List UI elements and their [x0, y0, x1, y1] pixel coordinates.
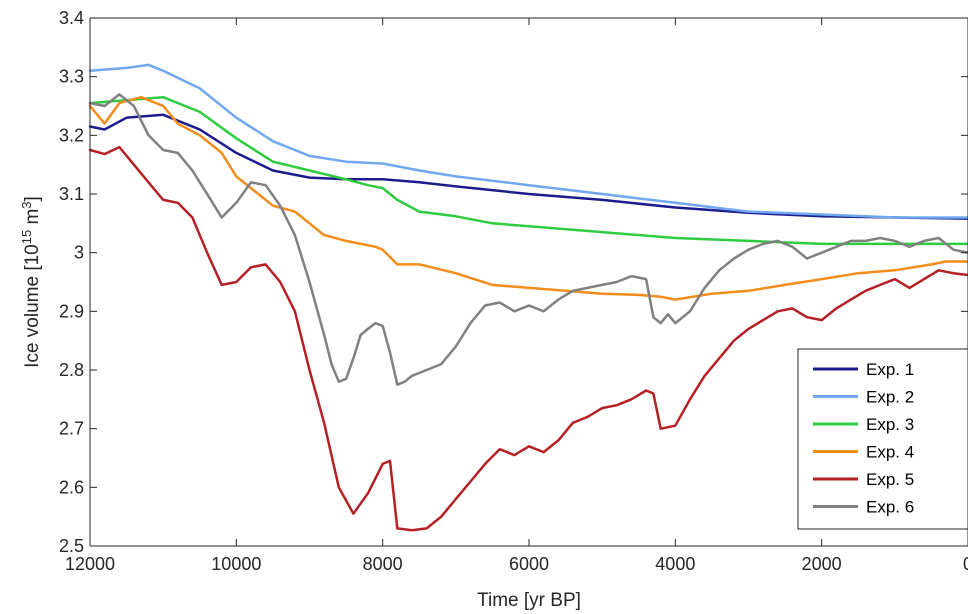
- series-layer: [88, 63, 968, 532]
- legend-label-exp-2: Exp. 2: [866, 388, 914, 407]
- legend-label-exp-1: Exp. 1: [866, 360, 914, 379]
- legend-label-exp-4: Exp. 4: [866, 443, 914, 462]
- y-tick-label: 2.8: [59, 360, 84, 380]
- y-axis-label-exp2: 3: [19, 201, 34, 208]
- legend-box: [797, 348, 968, 530]
- y-axis-label: Ice volume [1015 m3]: [19, 196, 44, 368]
- y-axis-label-base: Ice volume [10: [22, 244, 43, 368]
- series-line-exp-4: [88, 95, 968, 301]
- x-tick-label: 0: [963, 554, 968, 574]
- x-tick-label: 12000: [65, 554, 115, 574]
- y-tick-label: 3.2: [59, 125, 84, 145]
- y-tick-label: 2.5: [59, 536, 84, 556]
- y-tick-label: 3.3: [59, 67, 84, 87]
- x-tick-label: 10000: [211, 554, 261, 574]
- legend-label-exp-5: Exp. 5: [866, 470, 914, 489]
- legend: Exp. 1 Exp. 2 Exp. 3 Exp. 4 Exp. 5 Exp. 6: [797, 348, 968, 530]
- y-tick-label: 2.6: [59, 477, 84, 497]
- x-tick-label: 2000: [802, 554, 842, 574]
- y-tick-label: 3.4: [59, 8, 84, 28]
- y-axis-label-end: ]: [22, 196, 43, 201]
- legend-label-exp-6: Exp. 6: [866, 498, 914, 517]
- axes-layer: 12000 10000 8000 6000 4000 2000 0 2.5 2.6 2.7 2.8 2…: [59, 8, 968, 574]
- x-tick-label: 6000: [509, 554, 549, 574]
- x-tick-label: 8000: [363, 554, 403, 574]
- series-line-exp-2: [88, 63, 968, 219]
- y-tick-label: 3.1: [59, 184, 84, 204]
- y-tick-label: 2.7: [59, 419, 84, 439]
- series-line-exp-6: [88, 93, 968, 386]
- x-axis-label: Time [yr BP]: [477, 590, 581, 611]
- x-tick-label: 4000: [655, 554, 695, 574]
- y-axis-label-exp1: 15: [19, 230, 34, 244]
- legend-label-exp-3: Exp. 3: [866, 415, 914, 434]
- y-axis-label-mid: m: [22, 209, 43, 230]
- y-tick-label: 3: [74, 243, 84, 263]
- series-line-exp-3: [88, 95, 968, 246]
- y-tick-label: 2.9: [59, 301, 84, 321]
- series-line-exp-5: [88, 145, 968, 532]
